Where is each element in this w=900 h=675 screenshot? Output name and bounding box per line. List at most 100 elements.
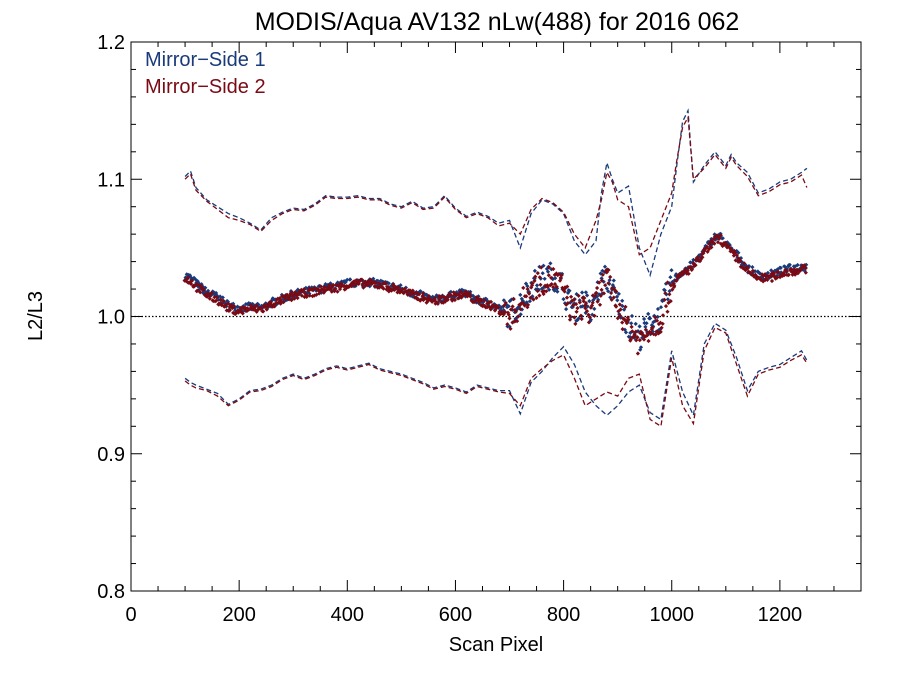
mirror-side-2-point xyxy=(723,240,728,245)
mirror-side-2-point xyxy=(776,269,781,274)
mirror-side-1-point xyxy=(233,308,238,313)
mirror-side-2-point xyxy=(609,297,614,302)
mirror-side-2-point xyxy=(608,274,613,280)
mirror-side-1-point xyxy=(193,277,198,282)
mirror-side-2-point xyxy=(552,282,558,287)
mirror-side-1-point xyxy=(668,275,673,280)
mirror-side-1-point xyxy=(759,274,764,279)
mirror-side-1-point xyxy=(520,298,525,303)
mirror-side-1-point xyxy=(568,315,573,320)
mirror-side-2-point xyxy=(662,297,667,302)
mirror-side-2-point xyxy=(518,307,523,312)
mirror-side-2-point xyxy=(362,280,367,285)
mirror-side-1-point xyxy=(550,277,555,282)
mirror-side-2-point xyxy=(597,280,602,285)
mirror-side-2-point xyxy=(441,300,446,305)
mirror-side-2-point xyxy=(683,267,688,272)
mirror-side-2-point xyxy=(426,298,431,303)
mirror-side-2-point xyxy=(733,258,738,263)
mirror-side-1-point xyxy=(453,294,458,299)
mirror-side-2-point xyxy=(623,304,628,309)
mirror-side-1-point xyxy=(481,300,486,305)
mirror-side-1-point xyxy=(500,304,505,309)
mirror-side-2-point xyxy=(656,331,661,336)
mirror-side-2-point xyxy=(307,293,312,298)
mirror-side-2-point xyxy=(496,305,501,310)
mirror-side-2-point xyxy=(558,275,563,280)
mirror-side-2-point xyxy=(388,286,393,291)
mirror-side-2-point xyxy=(573,321,578,326)
mirror-side-2-point xyxy=(320,287,325,292)
mirror-side-2-point xyxy=(459,295,464,300)
mirror-side-1-point xyxy=(232,306,237,311)
mirror-side-2-point xyxy=(434,300,439,305)
mirror-side-2-point xyxy=(354,278,359,283)
mirror-side-2-point xyxy=(276,300,281,305)
mirror-side-2-point xyxy=(633,329,638,334)
mirror-side-1-point xyxy=(501,308,506,313)
mirror-side-2-point xyxy=(314,292,319,297)
mirror-side-2-point xyxy=(377,285,382,290)
mirror-side-1-point xyxy=(678,274,683,279)
mirror-side-2-point xyxy=(499,311,504,316)
mirror-side-2-point xyxy=(214,298,219,303)
mirror-side-2-point xyxy=(290,290,295,295)
mirror-side-2-point xyxy=(301,287,307,292)
mirror-side-2-point xyxy=(488,307,493,312)
mirror-side-2-point xyxy=(581,299,586,304)
mirror-side-1-point xyxy=(590,312,595,317)
mirror-side-2-point xyxy=(660,321,665,326)
mirror-side-2-point xyxy=(609,290,614,296)
mirror-side-2-point xyxy=(399,287,404,292)
mirror-side-2-point xyxy=(275,296,280,301)
mirror-side-1-point xyxy=(697,253,702,258)
mirror-side-2-point xyxy=(671,281,676,286)
mirror-side-2-point xyxy=(534,295,539,300)
mirror-side-1-point xyxy=(523,302,528,307)
mirror-side-2-point xyxy=(541,291,546,297)
mirror-side-2-point xyxy=(556,272,561,277)
mirror-side-2-point xyxy=(548,283,553,288)
mirror-side-2-point xyxy=(590,300,595,305)
mirror-side-2-point xyxy=(426,294,431,299)
mirror-side-2-point xyxy=(343,286,348,291)
mirror-side-1-point xyxy=(765,270,770,275)
mirror-side-1-point xyxy=(192,275,197,280)
mirror-side-2-point xyxy=(205,294,210,299)
mirror-side-2-point xyxy=(317,289,322,294)
mirror-side-1-point xyxy=(538,276,543,281)
mirror-side-1-point xyxy=(567,288,572,293)
mirror-side-2-point xyxy=(587,315,592,320)
mirror-side-1-point xyxy=(536,287,541,292)
mirror-side-2-point xyxy=(666,300,671,305)
mirror-side-2-point xyxy=(518,302,523,307)
mirror-side-2-point xyxy=(565,301,570,306)
y-tick-label: 0.8 xyxy=(97,581,125,603)
mirror-side-2-point xyxy=(668,299,673,304)
mirror-side-1-point xyxy=(574,292,579,297)
y-tick-label: 1.0 xyxy=(97,307,125,329)
mirror-side-2-point xyxy=(199,285,204,290)
mirror-side-1-point xyxy=(184,272,189,277)
mirror-side-2-point xyxy=(564,302,569,307)
mirror-side-2-point xyxy=(614,289,619,294)
mirror-side-1-point xyxy=(440,299,445,304)
mirror-side-2-point xyxy=(224,302,229,307)
mirror-side-2-point xyxy=(231,310,236,315)
mirror-side-2-point xyxy=(650,325,655,330)
mirror-side-1-point xyxy=(720,236,725,241)
mirror-side-1-point xyxy=(614,294,620,299)
mirror-side-2-point xyxy=(643,334,648,339)
mirror-side-2-point xyxy=(567,317,573,322)
mirror-side-2-point xyxy=(575,306,580,311)
mirror-side-2-point xyxy=(525,287,530,292)
mirror-side-2-point xyxy=(689,267,694,272)
y-tick-label: 0.9 xyxy=(97,444,125,466)
mirror-side-2-point xyxy=(586,312,591,317)
mirror-side-2-point xyxy=(593,293,598,298)
mirror-side-1-point xyxy=(623,330,629,335)
mirror-side-2-point xyxy=(515,319,520,324)
mirror-side-1-point xyxy=(580,290,585,295)
mirror-side-2-point xyxy=(303,291,308,296)
mirror-side-1-point xyxy=(596,292,602,297)
